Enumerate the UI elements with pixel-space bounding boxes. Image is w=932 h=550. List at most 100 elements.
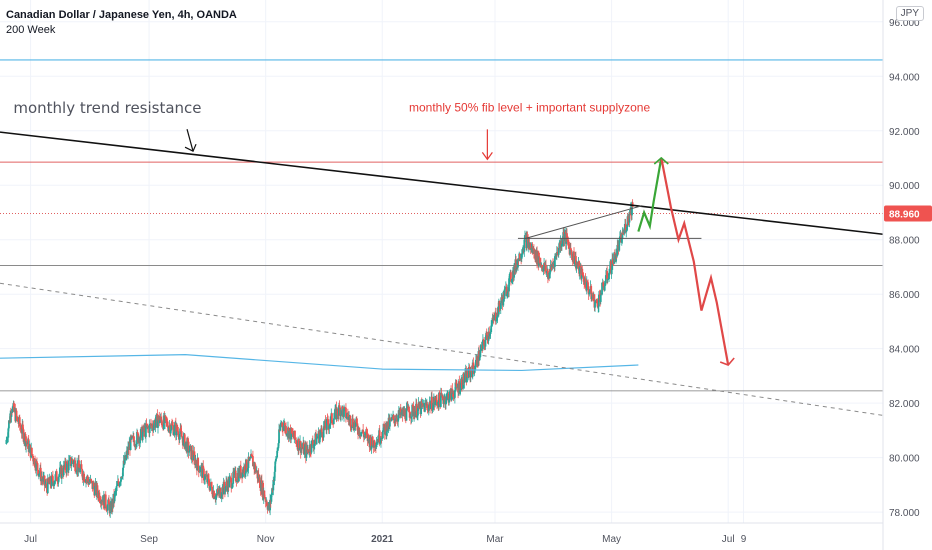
candle-body xyxy=(56,480,59,482)
candle-body xyxy=(281,422,284,428)
candle-body xyxy=(180,431,183,437)
candle-body xyxy=(246,468,249,471)
candle-body xyxy=(136,432,138,445)
candle-body xyxy=(429,403,432,409)
candle-body xyxy=(87,476,89,481)
candle-body xyxy=(167,427,170,431)
candle-body xyxy=(215,495,217,500)
candle-body xyxy=(71,459,73,464)
candle-body xyxy=(178,433,181,440)
candle-body xyxy=(294,430,296,439)
candle-body xyxy=(183,434,186,449)
candle-body xyxy=(197,465,200,473)
candle-body xyxy=(81,469,84,477)
candle-body xyxy=(35,461,38,471)
candle-body xyxy=(194,455,196,466)
candle-body xyxy=(431,409,434,411)
candle-body xyxy=(213,491,215,499)
candle-body xyxy=(390,416,393,421)
candle-body xyxy=(611,258,614,264)
candle-body xyxy=(313,441,316,445)
candle-body xyxy=(445,394,448,401)
candle-body xyxy=(105,506,108,510)
candle-body xyxy=(88,482,91,485)
candle-body xyxy=(215,493,218,496)
candle-body xyxy=(41,477,43,480)
candle-body xyxy=(556,251,559,254)
candle-body xyxy=(566,233,568,239)
candle-body xyxy=(207,475,210,479)
candle-body xyxy=(159,420,161,424)
candle-body xyxy=(270,494,273,502)
candle-body xyxy=(44,485,47,487)
candle-body xyxy=(171,424,173,426)
candle-body xyxy=(152,425,155,431)
chart-grid xyxy=(0,0,883,523)
candle-body xyxy=(369,437,372,450)
candle-body xyxy=(104,494,107,507)
candle-body xyxy=(130,436,133,439)
y-tick-label: 82.000 xyxy=(889,399,920,410)
candle-body xyxy=(274,461,277,472)
candle-body xyxy=(305,445,308,458)
candle-body xyxy=(39,467,42,482)
candle-body xyxy=(520,253,523,259)
x-axis[interactable]: Jul Sep Nov 2021 Mar May Jul 9 xyxy=(0,522,883,545)
candle-body xyxy=(567,239,570,245)
currency-badge[interactable]: JPY xyxy=(895,6,924,21)
candle-body xyxy=(596,303,599,308)
candle-body xyxy=(203,479,206,481)
y-axis[interactable]: 78.000 80.000 82.000 84.000 86.000 88.000 90.0… xyxy=(882,0,932,550)
candle-body xyxy=(408,406,410,413)
indicator-label[interactable]: 200 Week xyxy=(6,24,56,36)
candle-body xyxy=(57,476,60,483)
candle-body xyxy=(18,417,21,426)
candle-body xyxy=(506,293,509,296)
candle-body xyxy=(486,335,489,340)
candle-body xyxy=(115,486,118,492)
lower-dashed-trendline xyxy=(0,282,884,416)
candle-body xyxy=(331,413,333,423)
candle-body xyxy=(58,474,61,477)
candle-body xyxy=(173,425,176,432)
candle-body xyxy=(460,379,463,389)
candle-body xyxy=(526,236,529,238)
candle-body xyxy=(184,443,187,449)
candle-body xyxy=(410,416,413,419)
candle-body xyxy=(568,244,570,247)
candle-body xyxy=(241,469,244,478)
candle-body xyxy=(191,450,194,458)
y-tick-label: 78.000 xyxy=(889,508,920,519)
candle-body xyxy=(396,418,398,421)
candle-body xyxy=(225,481,228,486)
candle-body xyxy=(306,445,308,451)
candle-body xyxy=(245,459,248,471)
candle-body xyxy=(6,439,8,441)
candle-body xyxy=(438,392,441,400)
annotation-arrow-black xyxy=(186,129,194,152)
candle-body xyxy=(10,411,13,417)
candle-body xyxy=(206,475,209,483)
candle-body xyxy=(370,446,373,450)
candle-body xyxy=(199,466,202,472)
candle-body xyxy=(581,268,584,276)
candle-body xyxy=(129,436,132,451)
symbol-title[interactable]: Canadian Dollar / Japanese Yen, 4h, OAND… xyxy=(6,9,237,21)
candle-body xyxy=(399,408,402,415)
candle-body xyxy=(474,367,477,370)
candle-body xyxy=(380,437,382,442)
x-tick-label: Mar xyxy=(486,534,504,545)
candle-body xyxy=(16,417,19,422)
projection-up-arrowhead xyxy=(653,156,669,165)
candle-body xyxy=(78,460,80,468)
candle-body xyxy=(479,349,482,357)
candle-body xyxy=(264,497,266,499)
y-tick-label: 80.000 xyxy=(889,454,920,465)
candle-body xyxy=(248,458,251,461)
candle-body xyxy=(341,406,344,410)
candle-body xyxy=(22,429,25,442)
candle-body xyxy=(484,339,487,347)
candle-body xyxy=(220,497,222,499)
candle-body xyxy=(119,481,122,483)
